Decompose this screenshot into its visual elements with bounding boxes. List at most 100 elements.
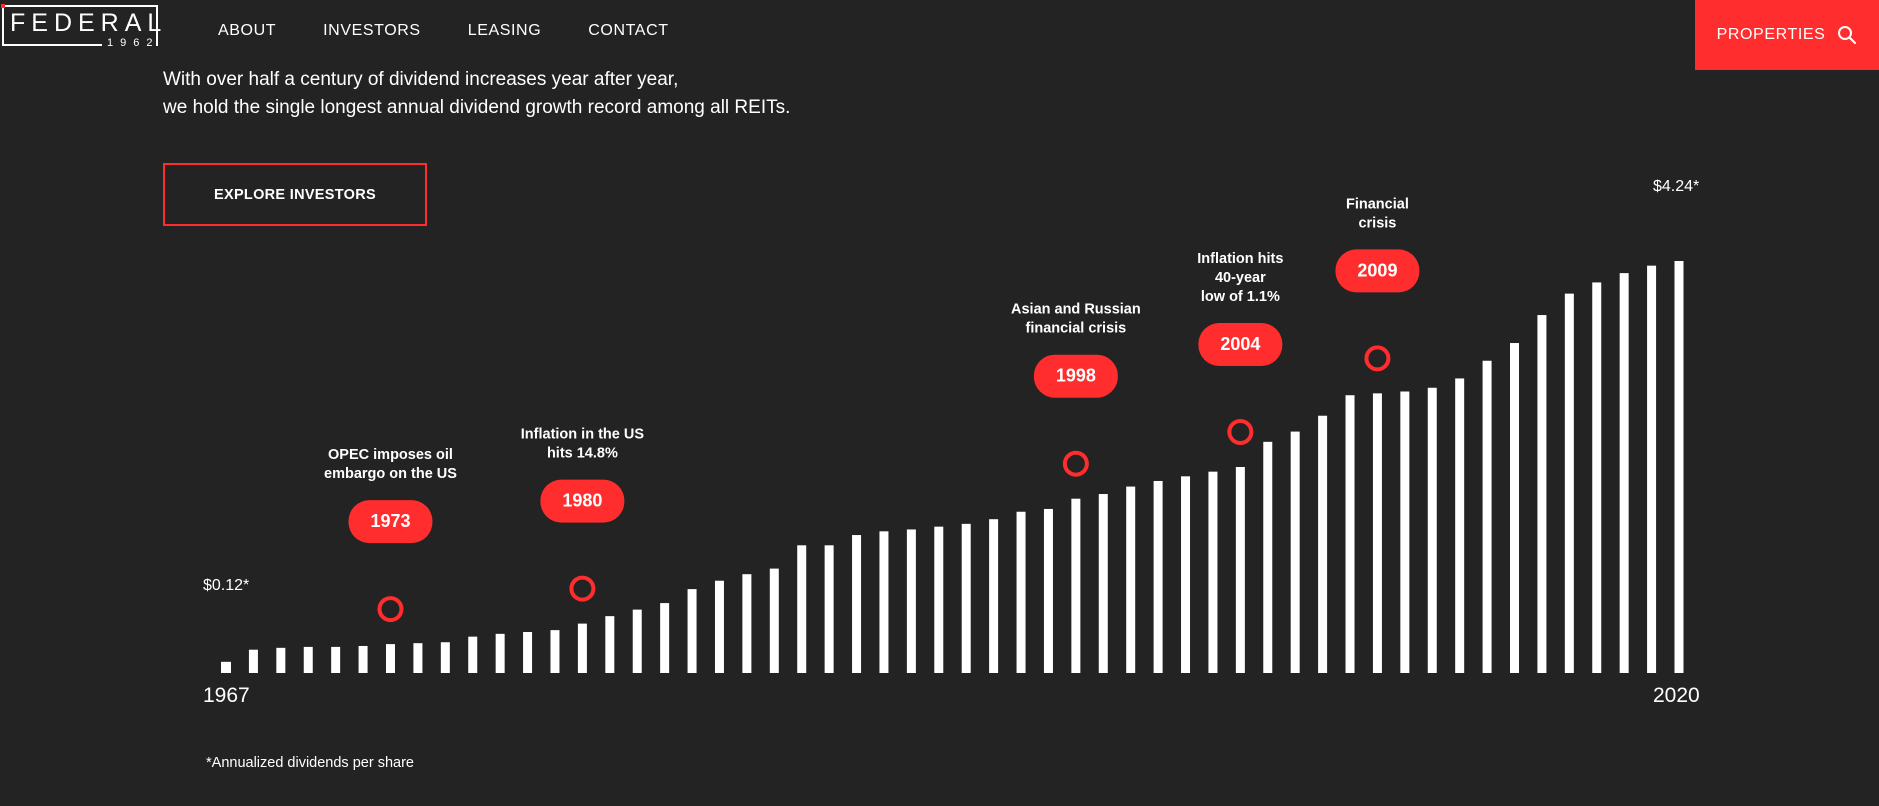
nav-about[interactable]: ABOUT	[218, 22, 277, 39]
chart-bar	[687, 589, 697, 673]
chart-bar	[632, 609, 642, 673]
event-marker[interactable]	[377, 596, 404, 623]
annotation-text: OPEC imposes oil	[328, 447, 453, 463]
chart-bar	[1290, 431, 1300, 673]
chart-bar	[1153, 480, 1163, 673]
chart-bar	[989, 519, 999, 673]
chart-bar	[660, 603, 670, 673]
chart-bar	[906, 529, 916, 673]
chart-bar	[1071, 498, 1081, 673]
annotation-text: embargo on the US	[324, 466, 457, 482]
annotation-text: Inflation hits	[1197, 251, 1283, 267]
chart-bar	[276, 647, 286, 673]
year-pill-label: 1998	[1056, 366, 1096, 386]
year-pill[interactable]	[348, 500, 433, 544]
footnote: *Annualized dividends per share	[206, 755, 414, 771]
chart-bar	[769, 568, 779, 673]
nav-investors[interactable]: INVESTORS	[323, 22, 421, 39]
first-value-label: $0.12*	[203, 577, 249, 594]
chart-bar	[1098, 494, 1108, 673]
logo[interactable]: FEDERAL 1962	[1, 4, 161, 49]
annotation-1973[interactable]: 1973 OPEC imposes oil embargo on the US	[324, 447, 457, 623]
chart-bar	[1592, 282, 1602, 673]
chart-bar	[1510, 343, 1520, 673]
intro-text: With over half a century of dividend inc…	[163, 66, 790, 122]
search-icon[interactable]	[1837, 25, 1857, 45]
event-marker[interactable]	[1062, 450, 1089, 477]
intro-line-1: With over half a century of dividend inc…	[163, 69, 679, 90]
chart-bar	[934, 526, 944, 673]
annotation-text: financial crisis	[1025, 321, 1126, 337]
chart-bar	[358, 645, 368, 673]
chart-bar	[1016, 511, 1026, 673]
chart-bar	[714, 580, 724, 673]
chart-bar	[1263, 441, 1273, 673]
properties-button[interactable]: PROPERTIES	[1695, 0, 1879, 70]
annotation-text: hits 14.8%	[547, 446, 618, 462]
chart-bar	[1181, 476, 1191, 673]
chart-bar	[1208, 471, 1218, 673]
chart-bar	[1455, 378, 1465, 673]
chart-bar	[1345, 395, 1355, 673]
year-pill[interactable]	[1033, 354, 1118, 398]
annotation-2009[interactable]: 2009 Financial crisis	[1335, 196, 1420, 372]
chart-bar	[742, 574, 752, 673]
year-pill-label: 2009	[1357, 260, 1397, 280]
chart-bar	[248, 649, 258, 673]
nav-leasing[interactable]: LEASING	[467, 22, 542, 39]
chart-bar	[1318, 415, 1328, 673]
annotation-text: Inflation in the US	[521, 427, 645, 443]
x-end-label: 2020	[1653, 684, 1700, 707]
logo-frame	[2, 5, 158, 46]
annotation-text: Asian and Russian	[1011, 302, 1141, 318]
chart-bar	[1372, 393, 1382, 673]
annotation-2004[interactable]: 2004 Inflation hits 40-year low of 1.1%	[1197, 251, 1283, 445]
main-nav: ABOUT INVESTORS LEASING CONTACT	[218, 22, 716, 40]
chart-bar	[1674, 261, 1684, 673]
chart-bar	[1537, 315, 1547, 673]
chart-bar	[1647, 265, 1657, 673]
chart-bar	[1482, 360, 1492, 673]
chart-bar	[852, 535, 862, 673]
properties-label: PROPERTIES	[1716, 26, 1826, 43]
event-marker[interactable]	[1227, 419, 1254, 445]
chart-bar	[797, 545, 807, 673]
chart-bar	[577, 623, 587, 673]
nav-contact[interactable]: CONTACT	[588, 22, 669, 39]
chart-bar	[303, 646, 313, 673]
year-pill-label: 1980	[562, 491, 602, 511]
bars-group	[221, 261, 1684, 673]
chart-bar	[221, 661, 231, 673]
annotation-1980[interactable]: 1980 Inflation in the US hits 14.8%	[521, 427, 645, 602]
logo-accent-dot	[1, 4, 5, 8]
annotation-text: Financial	[1346, 196, 1409, 212]
x-start-label: 1967	[203, 684, 250, 707]
annotation-text: crisis	[1358, 215, 1396, 231]
year-pill[interactable]	[540, 479, 625, 523]
chart-bar	[468, 636, 478, 673]
chart-bar	[1619, 273, 1629, 673]
chart-bar	[413, 643, 423, 673]
chart-bar	[495, 633, 505, 673]
chart-bar	[385, 644, 395, 673]
chart-bar	[550, 630, 560, 673]
chart-bar	[879, 531, 889, 673]
annotations-group: 1973 OPEC imposes oil embargo on the US 198…	[324, 196, 1420, 623]
event-marker[interactable]	[1364, 345, 1391, 372]
chart-bar	[523, 631, 533, 673]
chart-bar	[1043, 508, 1053, 673]
annotation-text: low of 1.1%	[1201, 289, 1280, 305]
year-pill[interactable]	[1198, 323, 1283, 366]
year-pill[interactable]	[1335, 249, 1420, 293]
chart-bar	[440, 642, 450, 673]
event-marker[interactable]	[569, 575, 596, 602]
last-value-label: $4.24*	[1653, 178, 1699, 195]
logo-wordmark: FEDERAL	[10, 9, 168, 37]
annotation-text: 40-year	[1215, 270, 1266, 286]
chart-bar	[1564, 293, 1574, 673]
chart-bar	[824, 545, 834, 673]
intro-line-2: we hold the single longest annual divide…	[163, 97, 791, 118]
explore-investors-button[interactable]: EXPLORE INVESTORS	[163, 163, 427, 226]
annotation-1998[interactable]: 1998 Asian and Russian financial crisis	[1011, 302, 1141, 477]
